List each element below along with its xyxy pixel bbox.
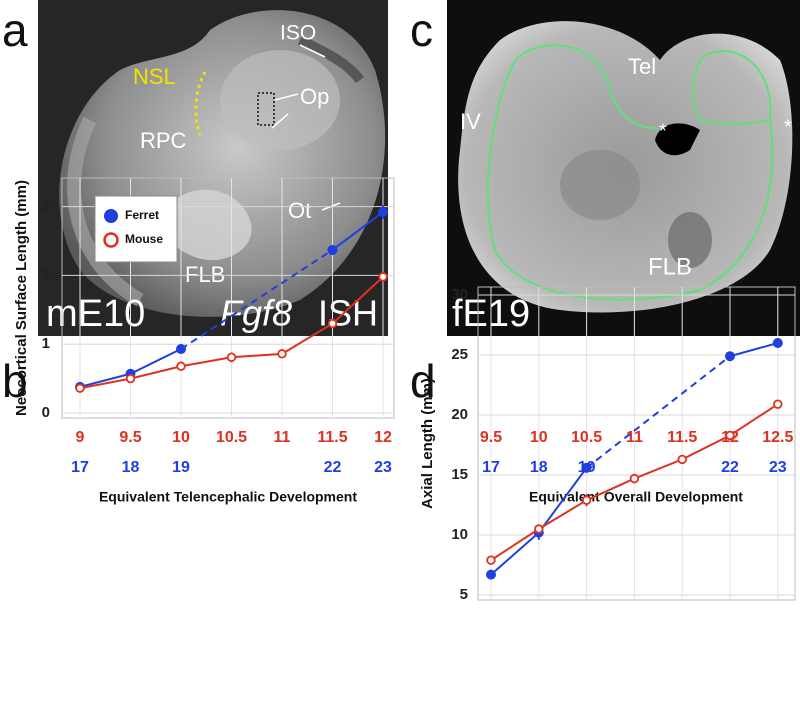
panel-letter: b	[2, 355, 28, 407]
x-tick-label: 11	[274, 429, 291, 446]
data-point	[75, 383, 85, 393]
x-tick-label-secondary: 22	[721, 459, 739, 476]
data-point	[581, 495, 592, 505]
legend-label: Mouse	[125, 232, 163, 246]
y-tick-label: 20	[451, 406, 468, 423]
x-tick-label-secondary: 18	[122, 459, 140, 476]
data-point	[773, 399, 783, 409]
photo-label: IV	[460, 109, 481, 134]
data-point	[486, 569, 496, 580]
x-tick-label: 11.5	[317, 429, 347, 446]
data-point	[772, 338, 783, 348]
y-tick-label: 2	[42, 266, 50, 283]
x-tick-label-secondary: 23	[374, 459, 392, 476]
x-tick-label: 10.5	[571, 429, 602, 446]
gene-label: Fgf8	[220, 293, 292, 334]
data-point	[629, 473, 640, 484]
gap-connector	[180, 249, 334, 350]
data-point	[534, 524, 544, 534]
x-tick-label-secondary: 23	[769, 459, 787, 476]
data-point	[226, 352, 237, 362]
x-tick-label-secondary: 22	[324, 459, 342, 476]
panel-letter: d	[410, 355, 436, 407]
y-tick-label: 25	[451, 346, 468, 363]
photo-c	[447, 0, 800, 336]
series-line	[331, 211, 384, 251]
x-tick-label: 11.5	[667, 429, 697, 446]
x-tick-label-secondary: 17	[71, 459, 89, 476]
data-point	[486, 555, 496, 565]
x-tick-label: 9.5	[480, 429, 502, 446]
data-point	[176, 361, 186, 371]
x-tick-label: 10	[530, 429, 548, 446]
photo-label: NSL	[133, 64, 176, 89]
data-point	[176, 344, 186, 355]
data-point	[677, 454, 687, 465]
data-point	[327, 318, 338, 329]
legend-label: Ferret	[125, 208, 159, 222]
plot-frame	[61, 177, 395, 419]
x-tick-label-secondary: 19	[172, 459, 190, 476]
gap-connector	[585, 355, 731, 469]
photo-label: RPC	[140, 128, 187, 153]
legend-marker	[104, 209, 118, 223]
photo-label: FLB	[648, 253, 692, 280]
y-tick-label: 15	[451, 466, 468, 483]
photo-label: Ot	[288, 198, 311, 223]
plot-frame	[477, 286, 796, 601]
data-point	[378, 207, 388, 218]
data-point	[327, 244, 338, 255]
y-tick-label: 1	[42, 335, 50, 352]
y-tick-label: 30	[451, 286, 468, 303]
data-point	[725, 430, 735, 441]
x-tick-label-secondary: 17	[482, 459, 500, 476]
photo-label: Tel	[628, 54, 656, 79]
data-point	[581, 462, 592, 473]
legend-marker	[103, 232, 119, 248]
series-line	[729, 342, 779, 358]
panel-letter: c	[410, 4, 433, 56]
y-axis-title: Axial Length (mm)	[419, 378, 436, 509]
x-tick-label: 10.5	[216, 429, 247, 446]
photo-label: mE10	[46, 293, 145, 335]
x-tick-label: 12	[374, 429, 392, 446]
chart: d 5 10 15 20 25 30 Axial Length (mm) 9.5 10 10.5 11…	[410, 286, 796, 603]
x-tick-label: 9	[76, 429, 85, 446]
data-point	[725, 351, 735, 362]
x-tick-label: 12.5	[762, 429, 793, 446]
x-tick-label: 11	[626, 429, 643, 446]
photo-label: *	[784, 116, 792, 138]
x-tick-label-secondary: 18	[530, 459, 548, 476]
x-tick-label: 9.5	[119, 429, 141, 446]
data-point	[378, 272, 388, 282]
x-axis-title: Equivalent Telencephalic Development	[99, 489, 357, 505]
y-tick-label: 0	[42, 404, 50, 421]
legend-box	[94, 195, 178, 263]
panel-letter: a	[2, 4, 28, 56]
data-point	[277, 349, 287, 359]
y-tick-label: 3	[42, 198, 50, 215]
data-point	[125, 373, 136, 384]
x-tick-label: 10	[172, 429, 190, 446]
photo-label: *	[659, 120, 667, 142]
photo-label: FLB	[185, 262, 225, 287]
y-axis-title: Neocortical Surface Length (mm)	[13, 180, 30, 416]
y-tick-label: 5	[460, 586, 468, 603]
photo-label: ISO	[280, 22, 316, 45]
photo-label: Op	[300, 84, 329, 109]
y-tick-label: 10	[451, 526, 468, 543]
